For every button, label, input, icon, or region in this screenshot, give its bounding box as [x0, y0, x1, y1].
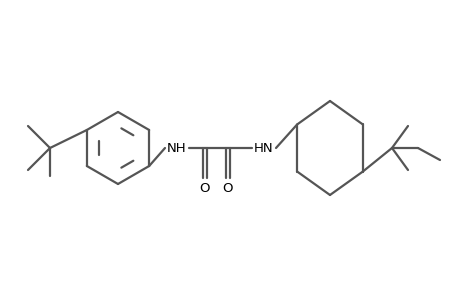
Text: O: O	[199, 182, 210, 194]
Text: NH: NH	[167, 142, 186, 154]
Text: O: O	[222, 182, 233, 194]
Text: HN: HN	[254, 142, 273, 154]
